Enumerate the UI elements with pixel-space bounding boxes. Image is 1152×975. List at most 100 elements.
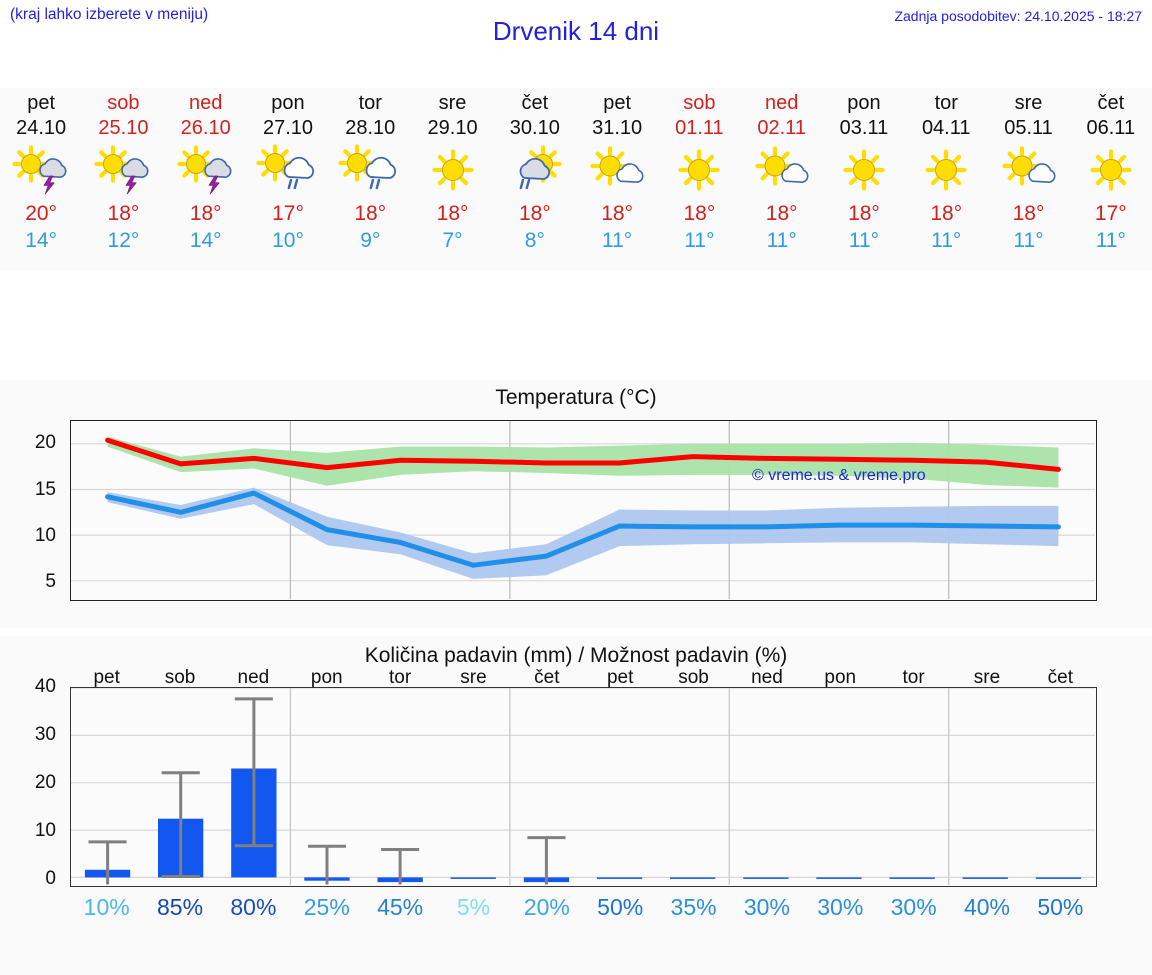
day-of-week-label: sre <box>1014 92 1043 114</box>
precipitation-probability-label: 50% <box>597 894 644 920</box>
day-of-week-label: pet <box>27 92 56 114</box>
sun-icon <box>416 144 490 196</box>
sun-cloud-icon <box>580 144 654 196</box>
day-max-temp: 18° <box>518 202 551 225</box>
day-forecast-card[interactable]: pon 27.10 17° 10° <box>247 88 329 270</box>
day-date-label: 30.10 <box>509 117 560 139</box>
precipitation-day-label: sre <box>460 667 487 688</box>
day-date-label: 31.10 <box>592 117 643 139</box>
sun-icon <box>909 144 983 196</box>
day-date-label: 04.11 <box>921 117 971 139</box>
precipitation-day-label: pon <box>824 667 857 688</box>
day-date-label: 05.11 <box>1004 117 1053 139</box>
precipitation-chart-title: Količina padavin (mm) / Možnost padavin … <box>364 644 788 667</box>
day-forecast-card[interactable]: pon 03.11 18° 11° <box>823 88 905 270</box>
day-forecast-card[interactable]: pet 24.10 20° 14° <box>0 88 82 270</box>
day-date-label: 27.10 <box>262 117 314 139</box>
temperature-chart-title: Temperatura (°C) <box>495 386 657 409</box>
day-forecast-card[interactable]: čet 06.11 17° 11° <box>1070 88 1152 270</box>
day-max-temp: 18° <box>436 202 469 225</box>
sun-cloud-icon <box>745 144 819 196</box>
precipitation-probability-label: 85% <box>157 894 204 920</box>
spacer-band <box>0 270 1152 380</box>
precipitation-y-tick-label: 10 <box>34 820 56 842</box>
day-forecast-card[interactable]: čet 30.10 18° 8° <box>494 88 576 270</box>
page-header: (kraj lahko izberete v meniju) Drvenik 1… <box>0 0 1152 88</box>
precipitation-y-tick-label: 40 <box>34 676 56 697</box>
precipitation-plot-area <box>70 687 1097 887</box>
day-max-temp: 18° <box>189 202 222 225</box>
precipitation-day-label: čet <box>534 667 560 688</box>
sun-thunderstorm-icon <box>86 144 160 196</box>
day-max-temp: 20° <box>25 202 58 225</box>
day-forecast-card[interactable]: sob 25.10 18° 12° <box>82 88 164 270</box>
day-date-label: 28.10 <box>345 117 396 139</box>
precipitation-day-label: pet <box>93 667 120 688</box>
day-min-temp: 7° <box>442 229 463 252</box>
day-max-temp: 18° <box>107 202 140 225</box>
precipitation-y-tick-label: 0 <box>45 868 56 890</box>
day-max-temp: 18° <box>930 202 963 225</box>
precipitation-day-label: sob <box>164 667 196 688</box>
day-forecast-card[interactable]: tor 04.11 18° 11° <box>905 88 987 270</box>
day-min-temp: 10° <box>272 229 304 252</box>
sun-rain-icon <box>251 144 325 196</box>
day-of-week-label: pet <box>603 92 632 114</box>
sun-rain-icon <box>333 144 407 196</box>
day-of-week-label: sob <box>107 92 140 114</box>
day-of-week-label: ned <box>189 92 223 114</box>
day-min-temp: 11° <box>931 229 962 252</box>
day-of-week-label: čet <box>521 92 549 114</box>
day-date-label: 03.11 <box>839 117 889 139</box>
sun-icon <box>1074 144 1148 196</box>
precipitation-probability-label: 35% <box>670 894 717 920</box>
day-max-temp: 18° <box>848 202 880 225</box>
precipitation-chart-panel: Količina padavin (mm) / Možnost padavin … <box>0 636 1152 975</box>
sun-thunderstorm-icon <box>169 144 243 196</box>
day-of-week-label: tor <box>934 92 958 114</box>
day-forecast-card[interactable]: ned 02.11 18° 11° <box>741 88 823 270</box>
day-forecast-card[interactable]: sre 05.11 18° 11° <box>987 88 1069 270</box>
precipitation-probability-label: 50% <box>1037 894 1084 920</box>
cloud-sun-rain-icon <box>498 144 572 196</box>
day-date-label: 06.11 <box>1086 117 1136 139</box>
sun-thunderstorm-icon <box>4 144 78 196</box>
day-max-temp: 17° <box>272 202 304 225</box>
day-forecast-card[interactable]: pet 31.10 18° 11° <box>576 88 658 270</box>
menu-hint: (kraj lahko izberete v meniju) <box>10 6 209 23</box>
temperature-y-tick-label: 20 <box>34 432 56 454</box>
day-of-week-label: sob <box>683 92 716 114</box>
precipitation-probability-label: 30% <box>817 894 864 920</box>
day-date-label: 24.10 <box>16 117 67 139</box>
precipitation-probability-label: 40% <box>963 894 1011 920</box>
page-title: Drvenik 14 dni <box>492 16 660 46</box>
temperature-y-axis: 5 10 15 20 <box>0 420 64 601</box>
precipitation-probability-label: 80% <box>230 894 277 920</box>
sun-icon <box>662 144 736 196</box>
day-max-temp: 17° <box>1094 202 1127 225</box>
day-min-temp: 11° <box>1013 229 1044 252</box>
precipitation-probability-row: 10% 85% 80% 25% 45% 5% 20% 50% 35% 30% 30% 30% 40% 50… <box>70 894 1097 934</box>
day-min-temp: 11° <box>684 229 715 252</box>
day-min-temp: 14° <box>189 229 222 252</box>
precipitation-day-label: pet <box>606 667 634 688</box>
day-forecast-card[interactable]: sre 29.10 18° 7° <box>411 88 493 270</box>
precipitation-day-label: sre <box>973 667 1001 688</box>
day-date-label: 25.10 <box>98 117 149 139</box>
precipitation-y-axis: 0 10 20 30 40 <box>0 676 64 890</box>
day-forecast-card[interactable]: ned 26.10 18° 14° <box>165 88 247 270</box>
daily-forecast-strip: pet 24.10 20° 14° sob 25.10 18° 12° ned 26.10 1… <box>0 88 1152 270</box>
day-date-label: 29.10 <box>427 117 478 139</box>
day-forecast-card[interactable]: tor 28.10 18° 9° <box>329 88 411 270</box>
day-forecast-card[interactable]: sob 01.11 18° 11° <box>658 88 740 270</box>
day-min-temp: 11° <box>848 229 880 252</box>
copyright-label: © vreme.us & vreme.pro <box>752 467 926 484</box>
day-date-label: 26.10 <box>180 117 231 139</box>
day-max-temp: 18° <box>354 202 387 225</box>
day-of-week-label: sre <box>438 92 467 114</box>
precipitation-day-labels: pet sob ned pon tor sre čet pet sob ned pon tor sre č… <box>70 667 1097 689</box>
precipitation-probability-label: 25% <box>303 894 350 920</box>
day-of-week-label: pon <box>271 92 305 114</box>
sun-cloud-icon <box>992 144 1066 196</box>
